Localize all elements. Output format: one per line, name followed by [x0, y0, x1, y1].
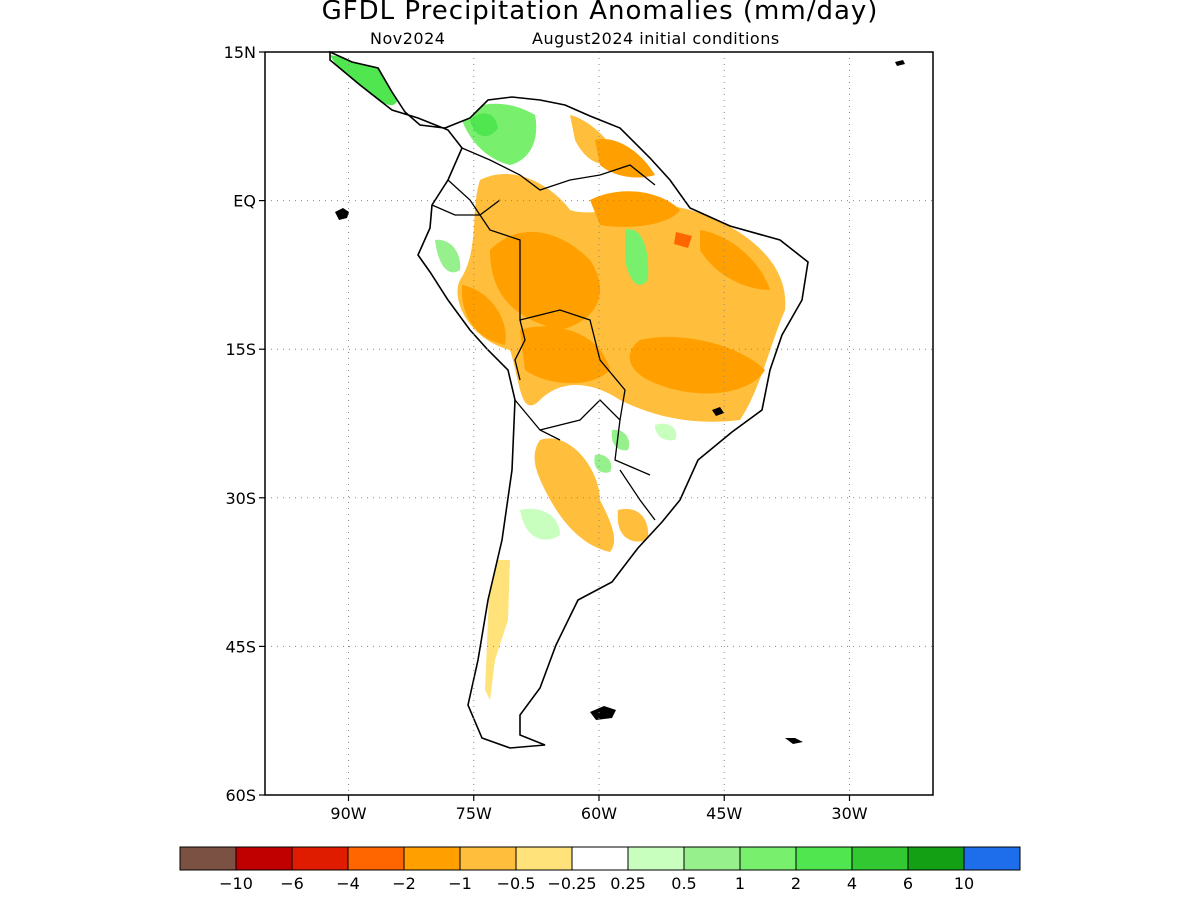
- colorbar-swatch: [963, 846, 1021, 871]
- islands: [335, 60, 905, 744]
- colorbar-label: 6: [903, 874, 913, 893]
- colorbar-label: −4: [336, 874, 360, 893]
- lat-tick-label: 15N: [224, 43, 256, 62]
- colorbar-swatch: [291, 846, 349, 871]
- colorbar-swatch: [235, 846, 293, 871]
- lon-tick-label: 60W: [581, 804, 617, 823]
- colorbar-label: −1: [448, 874, 472, 893]
- colorbar: −10 −6 −4 −2 −1 −0.5 −0.25 0.25 0.5 1 2 4 6 10: [179, 846, 1021, 893]
- colorbar-swatch: [571, 846, 629, 871]
- country-borders: [431, 147, 656, 521]
- colorbar-swatch: [179, 846, 237, 871]
- colorbar-swatch: [627, 846, 685, 871]
- colorbar-swatch: [851, 846, 909, 871]
- continent-coastline: [329, 50, 809, 749]
- colorbar-swatch: [347, 846, 405, 871]
- colorbar-swatch: [459, 846, 517, 871]
- lon-tick-label: 75W: [456, 804, 492, 823]
- colorbar-label: −10: [219, 874, 253, 893]
- colorbar-swatch: [403, 846, 461, 871]
- colorbar-swatch: [907, 846, 965, 871]
- colorbar-label: −0.25: [547, 874, 596, 893]
- lon-tick-label: 30W: [831, 804, 867, 823]
- lon-tick-label: 45W: [706, 804, 742, 823]
- colorbar-label: −6: [280, 874, 304, 893]
- lon-tick-label: 90W: [330, 804, 366, 823]
- axis-ticks: 90W 75W 60W 45W 30W 15N EQ 15S 30S 45S 60S: [224, 43, 868, 823]
- dry-anomaly-regions: [440, 115, 786, 700]
- map-border: [264, 51, 934, 796]
- lat-tick-label: 30S: [225, 489, 256, 508]
- wet-anomaly-regions: [330, 55, 677, 540]
- lat-tick-label: 45S: [225, 637, 256, 656]
- forecast-month: Nov2024: [370, 29, 446, 48]
- colorbar-label: −0.5: [497, 874, 536, 893]
- colorbar-swatch: [739, 846, 797, 871]
- map-title: GFDL Precipitation Anomalies (mm/day): [321, 0, 879, 26]
- colorbar-swatch: [683, 846, 741, 871]
- initial-conditions: August2024 initial conditions: [532, 29, 780, 48]
- lat-tick-label: 60S: [225, 786, 256, 805]
- colorbar-label: 0.5: [671, 874, 696, 893]
- colorbar-swatch: [795, 846, 853, 871]
- map-panel: [265, 52, 933, 795]
- anomaly-field: [330, 55, 786, 700]
- colorbar-label: 0.25: [610, 874, 646, 893]
- lat-tick-label: EQ: [233, 192, 256, 211]
- colorbar-label: 4: [847, 874, 857, 893]
- colorbar-label: 1: [735, 874, 745, 893]
- colorbar-label: −2: [392, 874, 416, 893]
- colorbar-label: 2: [791, 874, 801, 893]
- lat-tick-label: 15S: [225, 340, 256, 359]
- colorbar-label: 10: [954, 874, 974, 893]
- colorbar-swatch: [515, 846, 573, 871]
